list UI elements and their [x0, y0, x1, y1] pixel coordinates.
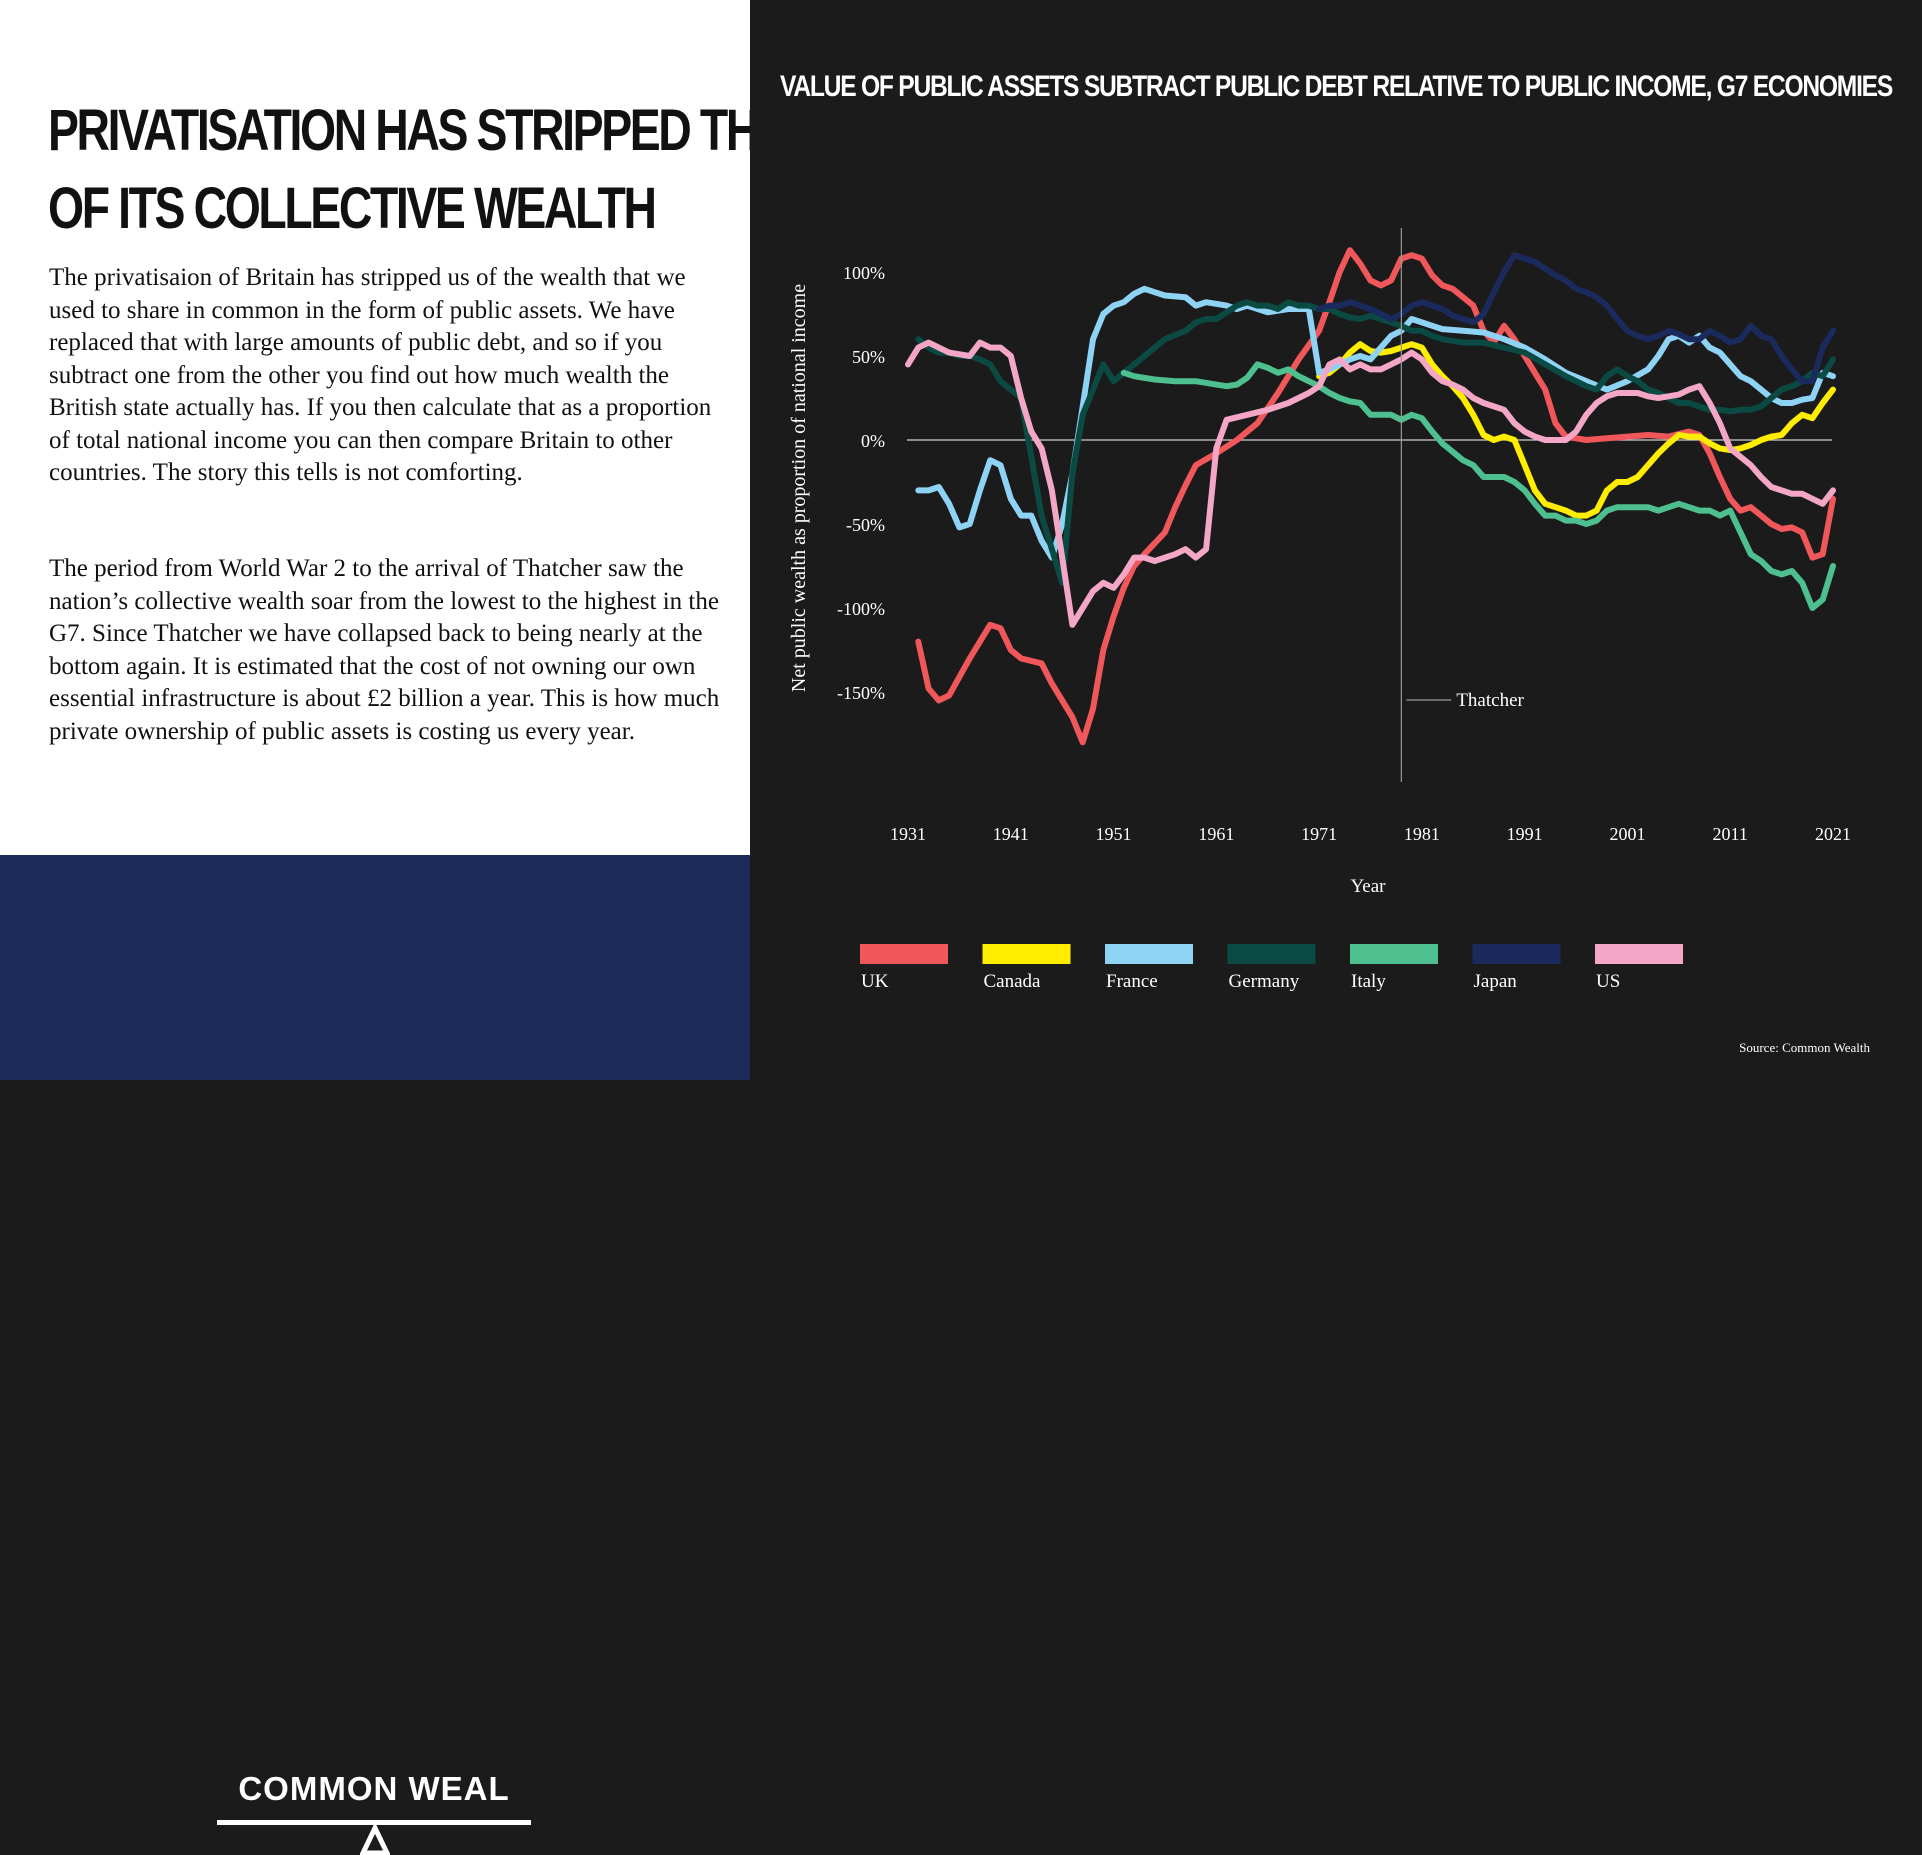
x-tick-label: 1981 [1404, 824, 1440, 844]
y-axis-ticks: 100% 50% 0% -50% -100% -150% [837, 263, 885, 703]
y-axis-label: Net public wealth as proportion of natio… [788, 284, 810, 692]
headline: PRIVATISATION HAS STRIPPED THE UK OF ITS… [48, 92, 861, 248]
x-tick-label: 1941 [993, 824, 1029, 844]
y-tick-label: -50% [846, 515, 885, 535]
chart-series [905, 247, 1836, 746]
x-axis-ticks: 1931 1941 1951 1961 1971 1981 1991 2001 2011 2021 [890, 824, 1851, 844]
headline-line-2: OF ITS COLLECTIVE WEALTH [48, 176, 657, 241]
brand-footer: COMMON WEAL [0, 855, 750, 1855]
paragraph-1: The privatisaion of Britain has stripped… [49, 264, 712, 486]
line-chart: 100% 50% 0% -50% -100% -150% 1931 1941 1951 1961… [788, 228, 1851, 992]
chart-panel [750, 0, 1922, 1080]
legend-label-uk: UK [861, 971, 889, 992]
thatcher-label: Thatcher [1456, 690, 1524, 711]
source-note: Source: Common Wealth [1739, 1040, 1870, 1055]
legend-swatch-uk [860, 944, 948, 964]
y-tick-label: 50% [852, 347, 885, 367]
series-line-us [905, 339, 1836, 628]
series-line-japan [1316, 252, 1836, 385]
x-tick-label: 2011 [1713, 824, 1748, 844]
y-tick-label: 0% [861, 431, 885, 451]
series-line-italy [1120, 361, 1836, 611]
x-tick-label: 1931 [890, 824, 926, 844]
legend-label-italy: Italy [1351, 971, 1386, 992]
series-line-uk [915, 247, 1836, 746]
legend-swatch-france [1105, 944, 1193, 964]
x-tick-label: 1951 [1096, 824, 1132, 844]
series-line-france [915, 285, 1836, 561]
x-tick-label: 1971 [1301, 824, 1337, 844]
x-tick-label: 1991 [1507, 824, 1543, 844]
legend-swatch-italy [1350, 944, 1438, 964]
y-tick-label: -150% [837, 683, 885, 703]
series-line-canada [1316, 341, 1836, 519]
chart-title: VALUE OF PUBLIC ASSETS SUBTRACT PUBLIC D… [780, 70, 1893, 103]
legend-swatch-canada [982, 944, 1071, 964]
y-tick-label: 100% [843, 263, 885, 283]
series-line-germany [915, 299, 1836, 586]
x-tick-label: 2001 [1609, 824, 1645, 844]
headline-line-1: PRIVATISATION HAS STRIPPED THE UK [48, 98, 861, 163]
x-tick-label: 1961 [1198, 824, 1234, 844]
article-panel: PRIVATISATION HAS STRIPPED THE UK OF ITS… [0, 0, 861, 855]
legend-swatch-us [1595, 944, 1683, 964]
legend-label-us: US [1596, 971, 1620, 992]
y-tick-label: -100% [837, 599, 885, 619]
legend-label-japan: Japan [1474, 971, 1518, 992]
legend-swatch-germany [1227, 944, 1316, 964]
legend-label-canada: Canada [984, 971, 1042, 992]
x-axis-label: Year [1350, 876, 1386, 897]
legend-label-germany: Germany [1229, 971, 1300, 992]
balance-triangle-icon [360, 1825, 390, 1855]
chart-legend: UK Canada France Germany Italy Japan US [860, 944, 1683, 992]
paragraph-2: The period from World War 2 to the arriv… [49, 555, 720, 745]
legend-swatch-japan [1472, 944, 1561, 964]
x-tick-label: 2021 [1815, 824, 1851, 844]
brand-name: COMMON WEAL [238, 1770, 510, 1807]
chart-annotation: Thatcher [1400, 228, 1525, 782]
legend-label-france: France [1106, 971, 1158, 992]
